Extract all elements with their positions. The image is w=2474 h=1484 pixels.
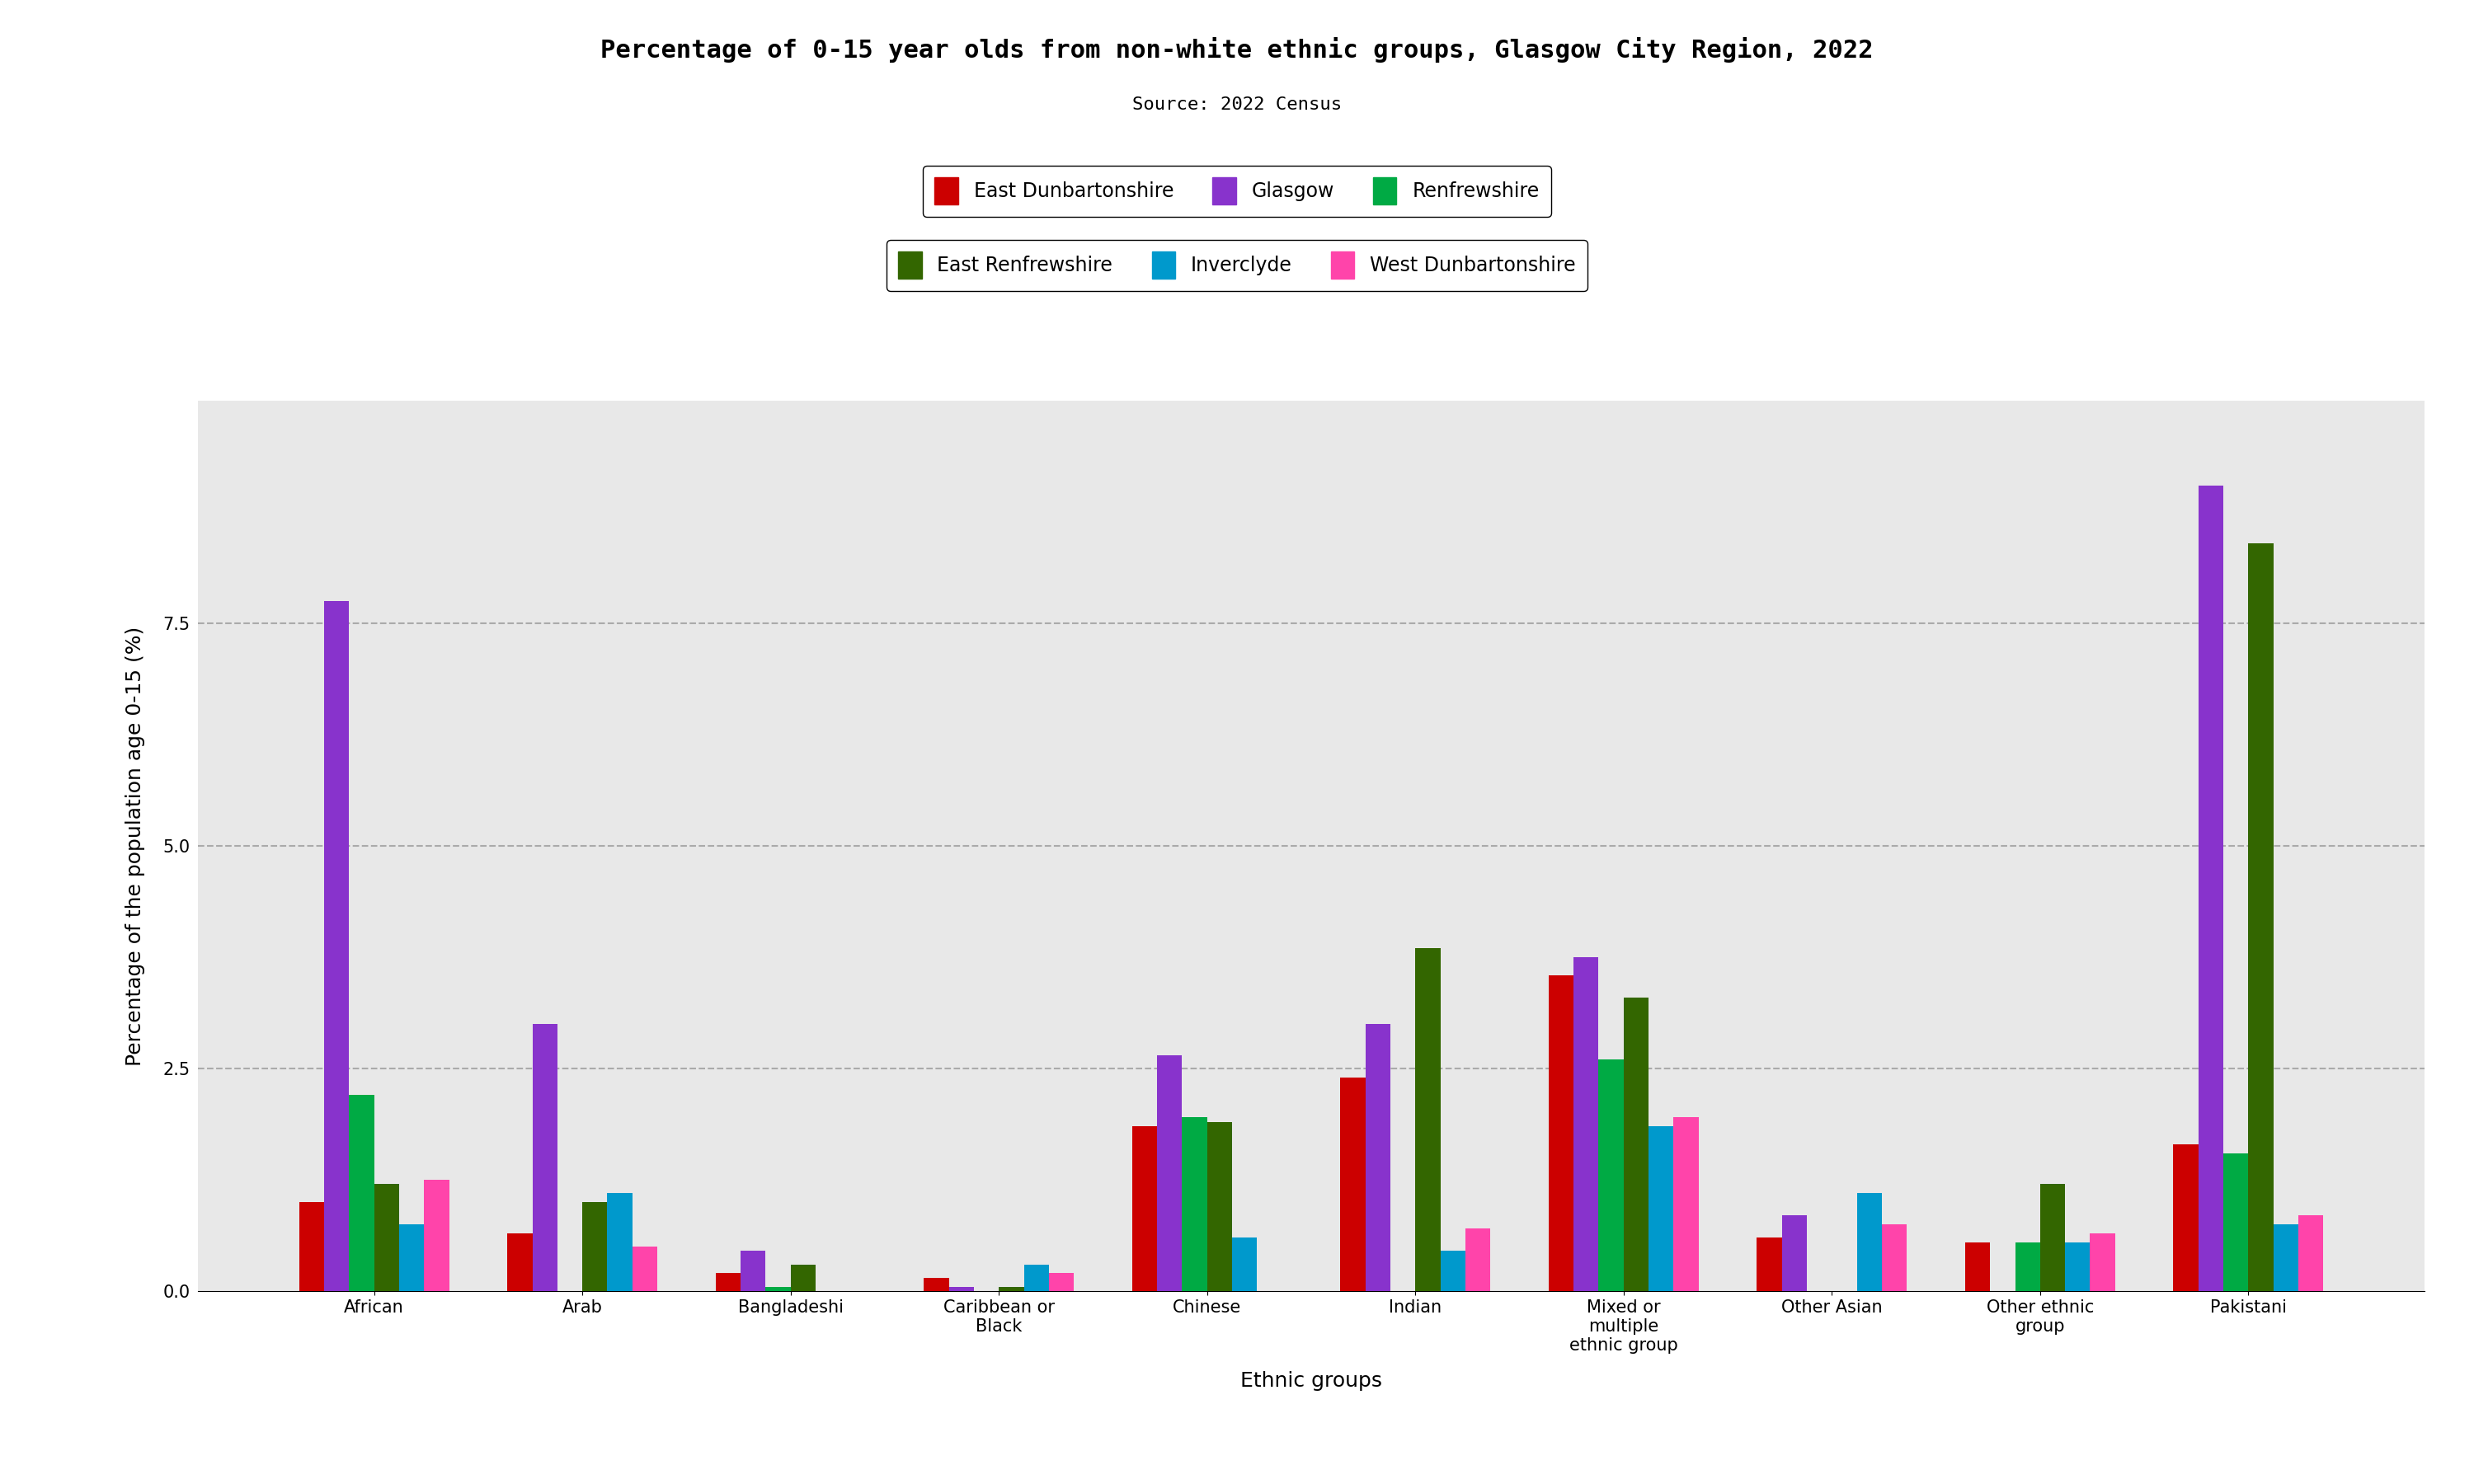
Bar [1465, 1229, 1489, 1291]
Bar [398, 1224, 423, 1291]
Bar [299, 1202, 324, 1291]
Bar [764, 1287, 792, 1291]
Bar [1598, 1060, 1623, 1291]
Bar [1623, 997, 1648, 1291]
Bar [2274, 1224, 2298, 1291]
Bar [532, 1024, 557, 1291]
Legend: East Dunbartonshire, Glasgow, Renfrewshire: East Dunbartonshire, Glasgow, Renfrewshi… [923, 166, 1551, 217]
X-axis label: Ethnic groups: Ethnic groups [1239, 1371, 1383, 1391]
Bar [2041, 1184, 2066, 1291]
Bar [2249, 543, 2274, 1291]
Bar [1757, 1238, 1781, 1291]
Bar [1183, 1117, 1207, 1291]
Bar [1133, 1126, 1158, 1291]
Bar [1883, 1224, 1907, 1291]
Bar [950, 1287, 975, 1291]
Bar [2016, 1242, 2041, 1291]
Bar [1158, 1055, 1183, 1291]
Bar [1858, 1193, 1883, 1291]
Bar [740, 1251, 764, 1291]
Bar [999, 1287, 1024, 1291]
Bar [606, 1193, 633, 1291]
Bar [1781, 1215, 1806, 1291]
Bar [349, 1095, 374, 1291]
Bar [923, 1278, 950, 1291]
Bar [1366, 1024, 1390, 1291]
Bar [1415, 948, 1440, 1291]
Bar [1573, 957, 1598, 1291]
Bar [2224, 1153, 2249, 1291]
Bar [2199, 485, 2224, 1291]
Bar [715, 1273, 740, 1291]
Bar [792, 1264, 816, 1291]
Bar [1232, 1238, 1257, 1291]
Bar [1440, 1251, 1465, 1291]
Legend: East Renfrewshire, Inverclyde, West Dunbartonshire: East Renfrewshire, Inverclyde, West Dunb… [886, 240, 1588, 291]
Bar [1341, 1077, 1366, 1291]
Y-axis label: Percentage of the population age 0-15 (%): Percentage of the population age 0-15 (%… [126, 626, 146, 1066]
Bar [1648, 1126, 1672, 1291]
Bar [1207, 1122, 1232, 1291]
Bar [1964, 1242, 1989, 1291]
Bar [2091, 1233, 2115, 1291]
Bar [2066, 1242, 2091, 1291]
Bar [1549, 975, 1573, 1291]
Bar [1024, 1264, 1049, 1291]
Bar [633, 1247, 658, 1291]
Bar [324, 601, 349, 1291]
Bar [1672, 1117, 1700, 1291]
Bar [507, 1233, 532, 1291]
Bar [1049, 1273, 1074, 1291]
Bar [423, 1180, 450, 1291]
Bar [2298, 1215, 2323, 1291]
Bar [374, 1184, 398, 1291]
Text: Source: 2022 Census: Source: 2022 Census [1133, 96, 1341, 113]
Bar [2172, 1144, 2199, 1291]
Bar [581, 1202, 606, 1291]
Text: Percentage of 0-15 year olds from non-white ethnic groups, Glasgow City Region, : Percentage of 0-15 year olds from non-wh… [601, 37, 1873, 62]
